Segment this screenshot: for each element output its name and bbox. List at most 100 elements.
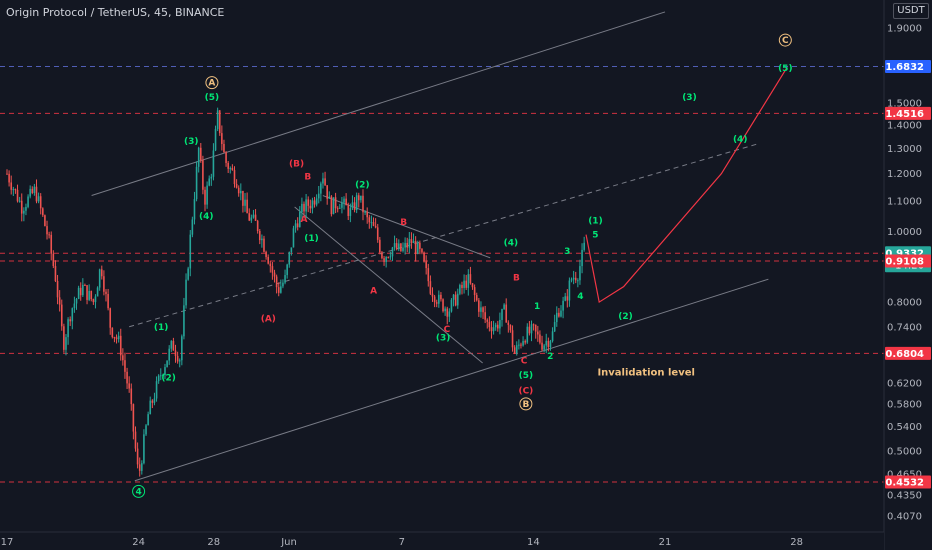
candle-body — [223, 143, 225, 153]
candle-body — [119, 335, 122, 356]
candle-body — [341, 202, 343, 208]
price-tick-label: 1.0000 — [887, 227, 922, 238]
candle-body — [159, 375, 162, 377]
candle-body — [528, 326, 531, 334]
candle-body — [349, 208, 352, 216]
candle-body — [486, 319, 489, 322]
candle-body — [339, 207, 341, 209]
candle-body — [151, 400, 154, 403]
candle-body — [360, 195, 362, 201]
candle-body — [195, 166, 198, 200]
price-mark-value: 1.4516 — [885, 109, 924, 120]
candle-body — [63, 326, 65, 350]
wave-labels-layer: A(5)(3)(4)(1)(2)4(A)(B)BA(2)(1)BAC(3)(4)… — [132, 33, 793, 498]
candle-body — [520, 344, 522, 346]
price-mark-value: 0.9332 — [885, 248, 924, 259]
candle-body — [530, 324, 533, 334]
candle-body — [379, 239, 381, 253]
candle-body — [355, 195, 358, 210]
candle-body — [90, 290, 93, 300]
price-tick-label: 1.2000 — [887, 169, 922, 180]
candle-body — [29, 188, 31, 197]
candle-body — [328, 196, 331, 199]
wave-label: 4 — [577, 292, 583, 302]
candle-body — [440, 294, 442, 300]
wave-label: (4) — [504, 239, 519, 249]
candle-body — [545, 340, 548, 346]
time-tick-label: Jun — [280, 537, 297, 548]
candle-body — [330, 196, 333, 215]
candle-body — [347, 205, 350, 216]
candle-body — [381, 252, 383, 259]
price-tick-label: 0.4650 — [887, 469, 922, 480]
candle-body — [275, 276, 278, 288]
currency-button[interactable]: USDT — [893, 3, 929, 19]
candle-body — [581, 249, 583, 267]
time-axis[interactable] — [0, 532, 884, 550]
candle-body — [14, 189, 17, 191]
price-mark-value: 1.6832 — [885, 62, 924, 73]
candle-body — [307, 199, 310, 206]
price-tick-label: 1.9000 — [887, 24, 922, 35]
candle-body — [433, 296, 436, 303]
candle-body — [124, 360, 126, 372]
candle-body — [412, 241, 415, 244]
candle-body — [397, 243, 400, 250]
candle-body — [71, 308, 74, 322]
candle-body — [136, 448, 139, 465]
candle-body — [515, 345, 518, 354]
candle-body — [351, 202, 354, 209]
candle-body — [429, 281, 432, 294]
candle-body — [343, 198, 345, 203]
wave-label: 1 — [534, 302, 540, 312]
candle-body — [383, 258, 385, 262]
wave-label: (C) — [518, 387, 533, 397]
candle-body — [416, 242, 419, 254]
wave-label: A — [301, 215, 308, 225]
candle-body — [237, 187, 240, 194]
price-axis[interactable] — [884, 0, 932, 550]
wave-label: (5) — [205, 93, 220, 103]
candle-body — [438, 294, 440, 304]
candle-body — [16, 189, 19, 202]
candle-body — [48, 234, 50, 236]
candle-body — [560, 310, 562, 317]
candle-body — [577, 280, 579, 282]
candle-body — [400, 243, 402, 251]
wave-label: (2) — [161, 374, 176, 384]
candle-body — [566, 296, 569, 301]
candle-body — [56, 280, 59, 298]
candle-body — [227, 162, 229, 169]
candle-body — [265, 251, 267, 258]
candle-body — [12, 189, 15, 191]
candles-layer — [6, 107, 585, 477]
candle-body — [357, 195, 360, 201]
time-tick-label: 28 — [207, 537, 220, 548]
candle-body — [583, 242, 585, 250]
trendline-wedge-bottom — [294, 206, 483, 364]
candle-body — [86, 285, 88, 300]
price-mark-value: 0.4532 — [885, 478, 924, 489]
candle-body — [324, 178, 326, 186]
candle-body — [488, 321, 491, 328]
candle-body — [130, 388, 133, 405]
candle-body — [385, 256, 387, 262]
trendline-channel-bottom — [134, 278, 769, 482]
candle-body — [153, 398, 156, 403]
candle-body — [404, 242, 406, 248]
candle-body — [574, 277, 577, 281]
candle-body — [277, 287, 280, 293]
wave-label: C — [521, 357, 528, 367]
candle-body — [271, 266, 274, 273]
candle-body — [467, 274, 470, 288]
projection-path — [585, 66, 788, 304]
price-tick-label: 1.5000 — [887, 99, 922, 110]
candle-body — [427, 268, 430, 282]
candle-body — [336, 208, 339, 210]
wave-label: 5 — [592, 231, 598, 241]
candle-body — [6, 173, 8, 175]
candle-body — [267, 257, 269, 264]
wave-label: (1) — [304, 234, 319, 244]
candle-body — [402, 247, 404, 251]
